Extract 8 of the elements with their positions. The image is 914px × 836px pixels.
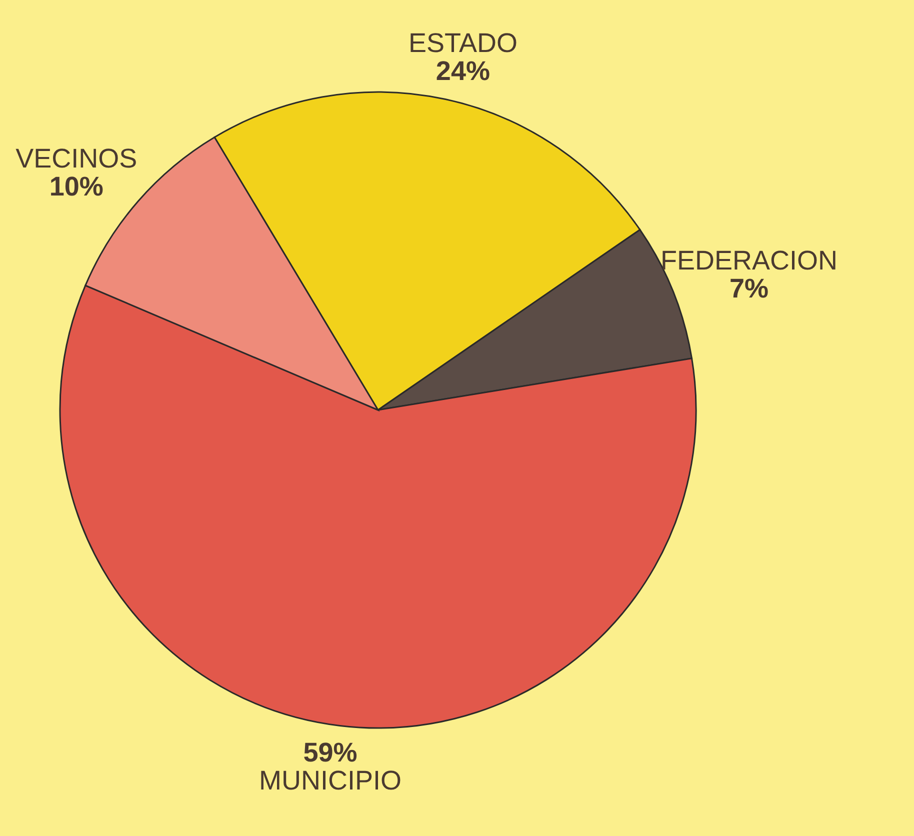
slice-label: MUNICIPIO <box>258 765 402 796</box>
data-label: 10% <box>49 172 104 202</box>
data-label: 7% <box>730 273 769 304</box>
data-label: 24% <box>436 56 490 86</box>
slice-label: FEDERACION <box>660 245 838 276</box>
slice-label: ESTADO <box>408 28 518 58</box>
slice-label: VECINOS <box>16 144 138 174</box>
data-label: 59% <box>303 737 358 768</box>
